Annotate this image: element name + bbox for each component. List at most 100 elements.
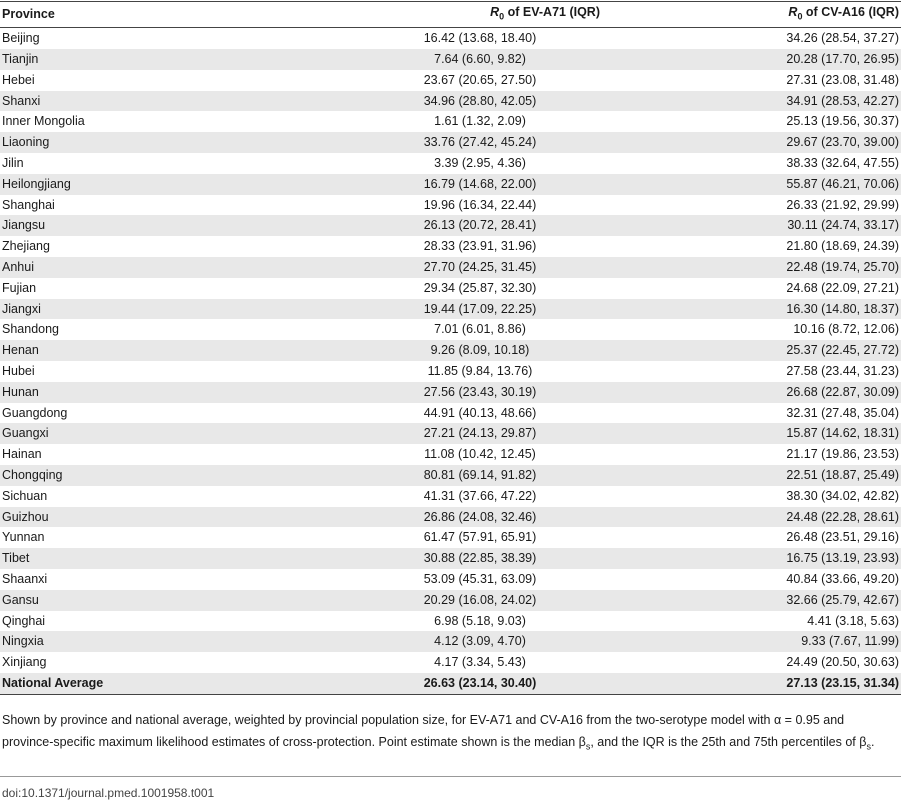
cell-cv-a16: 10.16 (8.72, 12.06): [793, 322, 899, 337]
cell-province: Chongqing: [2, 468, 63, 483]
table-row: Hebei 23.67 (20.65, 27.50) 27.31 (23.08, 3…: [0, 70, 901, 91]
table-row: Xinjiang 4.17 (3.34, 5.43) 24.49 (20.50, 3…: [0, 652, 901, 673]
table-row: Henan 9.26 (8.09, 10.18) 25.37 (22.45, 27.…: [0, 340, 901, 362]
table-row: Beijing 16.42 (13.68, 18.40) 34.26 (28.54,…: [0, 28, 901, 49]
cell-province: Yunnan: [2, 530, 45, 545]
cell-province: Tianjin: [2, 52, 39, 67]
cell-cv-a16: 16.30 (14.80, 18.37): [786, 301, 899, 316]
cell-cv-a16: 22.48 (19.74, 25.70): [786, 260, 899, 275]
table-row: Chongqing 80.81 (69.14, 91.82) 22.51 (18.8…: [0, 465, 901, 486]
header-cv-a16: R0 of CV-A16 (IQR): [788, 5, 899, 22]
cell-province: Shaanxi: [2, 572, 48, 587]
divider: [0, 776, 901, 777]
cell-cv-a16: 20.28 (17.70, 26.95): [786, 52, 899, 67]
cell-ev-a71: 53.09 (45.31, 63.09): [423, 572, 537, 587]
cell-cv-a16: 25.13 (19.56, 30.37): [786, 114, 899, 129]
cell-cv-a16: 9.33 (7.67, 11.99): [801, 634, 899, 649]
cell-ev-a71: 7.01 (6.01, 8.86): [434, 322, 526, 337]
cell-cv-a16: 55.87 (46.21, 70.06): [786, 176, 899, 191]
table-row: Gansu 20.29 (16.08, 24.02) 32.66 (25.79, 4…: [0, 589, 901, 611]
cell-ev-a71: 19.44 (17.09, 22.25): [423, 301, 537, 316]
table-row: Inner Mongolia 1.61 (1.32, 2.09) 25.13 (19…: [0, 111, 901, 132]
table-header: Province R0 of EV-A71 (IQR) R0 of CV-A16…: [0, 1, 901, 28]
cell-cv-a16: 26.48 (23.51, 29.16): [786, 530, 899, 545]
cell-ev-a71: 1.61 (1.32, 2.09): [434, 114, 526, 129]
cell-cv-a16: 34.91 (28.53, 42.27): [786, 93, 899, 108]
cell-province: Zhejiang: [2, 239, 50, 254]
cell-cv-a16: 24.68 (22.09, 27.21): [786, 280, 899, 295]
cell-province: Hainan: [2, 447, 42, 462]
cell-cv-a16: 24.49 (20.50, 30.63): [786, 655, 899, 670]
cell-cv-a16: 32.31 (27.48, 35.04): [786, 405, 899, 420]
cell-cv-a16: 22.51 (18.87, 25.49): [786, 468, 899, 483]
cell-ev-a71: 16.79 (14.68, 22.00): [423, 176, 537, 191]
cell-cv-a16: 26.68 (22.87, 30.09): [786, 384, 899, 399]
cell-province: Hunan: [2, 384, 39, 399]
cell-ev-a71: 30.88 (22.85, 38.39): [423, 551, 537, 566]
data-table-container: Province R0 of EV-A71 (IQR) R0 of CV-A16…: [0, 1, 901, 695]
table-row: Yunnan 61.47 (57.91, 65.91) 26.48 (23.51, …: [0, 527, 901, 548]
cell-ev-a71: 4.12 (3.09, 4.70): [434, 634, 526, 649]
cell-province: Anhui: [2, 260, 34, 275]
cell-cv-a16: 27.13 (23.15, 31.34): [786, 676, 899, 690]
cell-ev-a71: 26.63 (23.14, 30.40): [423, 676, 537, 690]
table-footnote: Shown by province and national average, …: [2, 713, 875, 752]
cell-ev-a71: 23.67 (20.65, 27.50): [423, 72, 537, 87]
cell-cv-a16: 27.58 (23.44, 31.23): [786, 364, 899, 379]
cell-cv-a16: 40.84 (33.66, 49.20): [786, 572, 899, 587]
cell-cv-a16: 38.33 (32.64, 47.55): [786, 156, 899, 171]
cell-province: Heilongjiang: [2, 176, 71, 191]
cell-ev-a71: 61.47 (57.91, 65.91): [423, 530, 537, 545]
cell-ev-a71: 28.33 (23.91, 31.96): [423, 239, 537, 254]
cell-province: Inner Mongolia: [2, 114, 85, 129]
cell-ev-a71: 20.29 (16.08, 24.02): [423, 592, 537, 607]
cell-cv-a16: 21.80 (18.69, 24.39): [786, 239, 899, 254]
cell-province: Shanxi: [2, 93, 41, 108]
table-row: Guizhou 26.86 (24.08, 32.46) 24.48 (22.28,…: [0, 506, 901, 528]
cell-province: Ningxia: [2, 634, 44, 649]
cell-province: Guizhou: [2, 509, 49, 524]
cell-cv-a16: 26.33 (21.92, 29.99): [786, 197, 899, 212]
cell-ev-a71: 6.98 (5.18, 9.03): [434, 613, 526, 628]
cell-province: Gansu: [2, 592, 39, 607]
table-row: Tibet 30.88 (22.85, 38.39) 16.75 (13.19, 2…: [0, 548, 901, 570]
cell-province: Jiangxi: [2, 301, 41, 316]
cell-province: Fujian: [2, 280, 37, 295]
table-row: Liaoning 33.76 (27.42, 45.24) 29.67 (23.70…: [0, 132, 901, 154]
cell-ev-a71: 26.13 (20.72, 28.41): [423, 218, 537, 233]
table-row: Fujian 29.34 (25.87, 32.30) 24.68 (22.09, …: [0, 278, 901, 299]
cell-ev-a71: 34.96 (28.80, 42.05): [423, 93, 537, 108]
cell-ev-a71: 41.31 (37.66, 47.22): [423, 488, 537, 503]
r0-symbol: R0: [788, 5, 803, 22]
cell-province: Guangxi: [2, 426, 49, 441]
cell-cv-a16: 34.26 (28.54, 37.27): [786, 31, 899, 46]
header-ev-a71: R0 of EV-A71 (IQR): [490, 5, 600, 22]
header-row: Province R0 of EV-A71 (IQR) R0 of CV-A16…: [0, 1, 901, 28]
table-row: Jiangsu 26.13 (20.72, 28.41) 30.11 (24.74,…: [0, 215, 901, 237]
cell-province: Jilin: [2, 156, 24, 171]
cell-ev-a71: 44.91 (40.13, 48.66): [423, 405, 537, 420]
table-row: Hubei 11.85 (9.84, 13.76) 27.58 (23.44, 31…: [0, 361, 901, 382]
table-row: Guangxi 27.21 (24.13, 29.87) 15.87 (14.62,…: [0, 423, 901, 445]
cell-cv-a16: 29.67 (23.70, 39.00): [786, 135, 899, 150]
table-body: Beijing 16.42 (13.68, 18.40) 34.26 (28.54,…: [0, 28, 901, 695]
cell-ev-a71: 27.21 (24.13, 29.87): [423, 426, 537, 441]
table-row: Shandong 7.01 (6.01, 8.86) 10.16 (8.72, 12…: [0, 319, 901, 340]
cell-province: Shanghai: [2, 197, 55, 212]
cell-province: Guangdong: [2, 405, 68, 420]
cell-province: National Average: [2, 676, 104, 690]
cell-province: Hebei: [2, 72, 35, 87]
cell-ev-a71: 7.64 (6.60, 9.82): [434, 52, 526, 67]
table-row: Qinghai 6.98 (5.18, 9.03) 4.41 (3.18, 5.63…: [0, 611, 901, 632]
doi-link[interactable]: doi:10.1371/journal.pmed.1001958.t001: [2, 786, 215, 800]
r0-table: Province R0 of EV-A71 (IQR) R0 of CV-A16…: [0, 1, 901, 695]
table-row: Hunan 27.56 (23.43, 30.19) 26.68 (22.87, 3…: [0, 381, 901, 403]
cell-ev-a71: 27.70 (24.25, 31.45): [423, 260, 537, 275]
r0-symbol: R0: [490, 5, 505, 22]
cell-province: Sichuan: [2, 488, 48, 503]
cell-province: Tibet: [2, 551, 30, 566]
table-row: Heilongjiang 16.79 (14.68, 22.00) 55.87 (4…: [0, 173, 901, 195]
cell-cv-a16: 21.17 (19.86, 23.53): [786, 447, 899, 462]
cell-ev-a71: 3.39 (2.95, 4.36): [434, 156, 526, 171]
cell-province: Hubei: [2, 364, 35, 379]
